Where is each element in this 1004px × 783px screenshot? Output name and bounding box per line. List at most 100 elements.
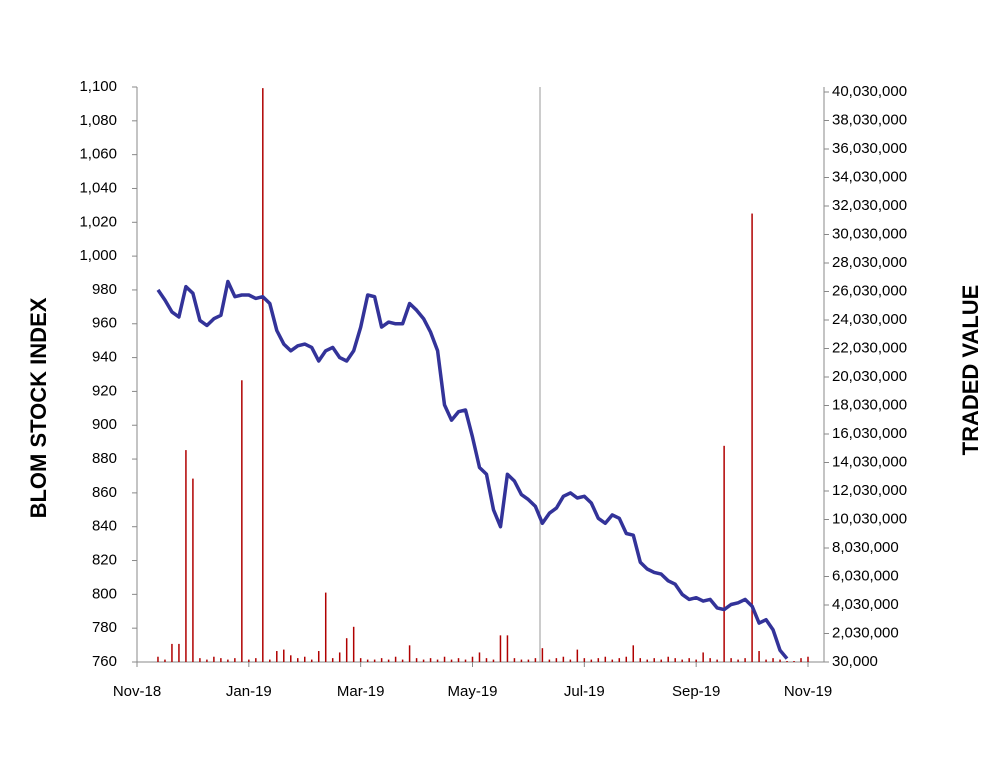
bar: [359, 658, 362, 662]
bar: [164, 659, 166, 662]
y-tick-label: 1,080: [79, 112, 117, 129]
bar: [213, 656, 215, 662]
bar: [730, 658, 732, 662]
bar: [241, 380, 243, 662]
y2-tick-label: 20,030,000: [832, 368, 907, 385]
y-tick-label: 1,100: [79, 78, 117, 95]
y-tick-label: 1,000: [79, 247, 117, 264]
bar: [290, 655, 292, 662]
bar: [485, 658, 488, 662]
bar: [373, 659, 376, 662]
x-tick-label: May-19: [447, 683, 497, 700]
bar: [185, 450, 187, 662]
y2-tick-label: 36,030,000: [832, 140, 907, 157]
x-tick-label: Jan-19: [226, 683, 272, 700]
bar: [779, 659, 781, 662]
bar: [304, 656, 306, 662]
bar: [716, 659, 718, 662]
bar: [646, 659, 648, 662]
x-tick-label: Nov-19: [784, 683, 832, 700]
bar: [688, 658, 690, 662]
y2-tick-label: 10,030,000: [832, 510, 907, 527]
y2-tick-label: 16,030,000: [832, 425, 907, 442]
bar: [548, 659, 551, 662]
bar: [171, 643, 173, 662]
bar: [220, 658, 222, 662]
bar: [415, 658, 418, 662]
bar: [653, 658, 655, 662]
bar: [269, 659, 271, 662]
bar: [345, 638, 348, 662]
bar: [464, 659, 467, 662]
bar: [471, 656, 474, 662]
bar: [317, 651, 320, 662]
y-tick-label: 820: [92, 551, 117, 568]
bar: [297, 658, 299, 662]
y-tick-label: 780: [92, 619, 117, 636]
bar: [262, 88, 264, 663]
bar: [604, 656, 607, 662]
y-tick-label: 840: [92, 518, 117, 535]
y2-axis-title: TRADED VALUE: [958, 285, 983, 456]
bar: [506, 635, 509, 662]
y2-tick-label: 34,030,000: [832, 168, 907, 185]
y-tick-label: 1,020: [79, 213, 117, 230]
y-tick-label: 940: [92, 349, 117, 366]
bar: [751, 213, 753, 662]
index-line: [156, 279, 789, 660]
bar: [331, 658, 334, 662]
bar: [227, 659, 229, 662]
bar: [401, 659, 404, 662]
bar: [597, 658, 600, 662]
bar: [681, 659, 683, 662]
bar: [283, 649, 285, 662]
x-tick-label: Jul-19: [564, 683, 605, 700]
bar: [562, 656, 565, 662]
bar: [737, 659, 739, 662]
bar: [709, 658, 711, 662]
bar: [380, 658, 383, 662]
bar: [338, 652, 341, 662]
bar: [478, 652, 481, 662]
y2-tick-label: 38,030,000: [832, 111, 907, 128]
bar: [807, 656, 809, 662]
bar: [800, 658, 802, 662]
bar: [786, 661, 788, 662]
bar: [450, 659, 453, 662]
bar: [744, 658, 746, 662]
bar: [429, 658, 432, 662]
bar: [618, 658, 621, 662]
y-tick-label: 980: [92, 281, 117, 298]
y2-tick-label: 14,030,000: [832, 453, 907, 470]
bar: [527, 659, 530, 662]
x-tick-label: Nov-18: [113, 683, 161, 700]
y-tick-label: 1,040: [79, 179, 117, 196]
bar: [569, 659, 572, 662]
bar: [723, 445, 725, 662]
bar: [625, 656, 628, 662]
bar: [583, 658, 586, 662]
bar: [555, 658, 558, 662]
bar: [436, 659, 439, 662]
y2-tick-label: 40,030,000: [832, 83, 907, 100]
bar: [674, 658, 676, 662]
bar: [206, 659, 208, 662]
y-tick-label: 920: [92, 382, 117, 399]
bar: [394, 656, 397, 662]
bar: [611, 659, 614, 662]
y2-tick-label: 18,030,000: [832, 396, 907, 413]
y-tick-label: 880: [92, 450, 117, 467]
bar: [199, 658, 201, 662]
bar: [758, 651, 760, 662]
bar: [534, 658, 537, 662]
bar: [499, 635, 502, 662]
bar: [408, 645, 411, 662]
bar: [639, 658, 641, 662]
bar: [772, 658, 774, 662]
bar: [178, 643, 180, 662]
bar: [793, 661, 795, 662]
bar: [457, 658, 460, 662]
y2-tick-label: 26,030,000: [832, 282, 907, 299]
